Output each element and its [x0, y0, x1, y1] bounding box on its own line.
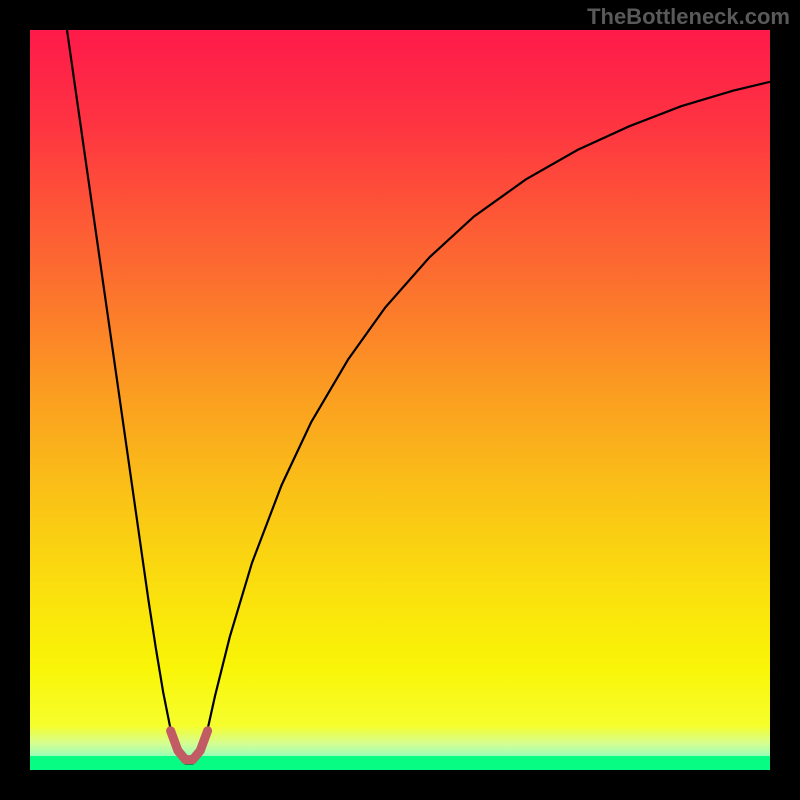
chart-plot-area: [30, 30, 770, 770]
watermark-text: TheBottleneck.com: [587, 4, 790, 30]
bottleneck-curve: [67, 30, 770, 763]
dip-marker: [171, 731, 208, 760]
chart-svg: [30, 30, 770, 770]
